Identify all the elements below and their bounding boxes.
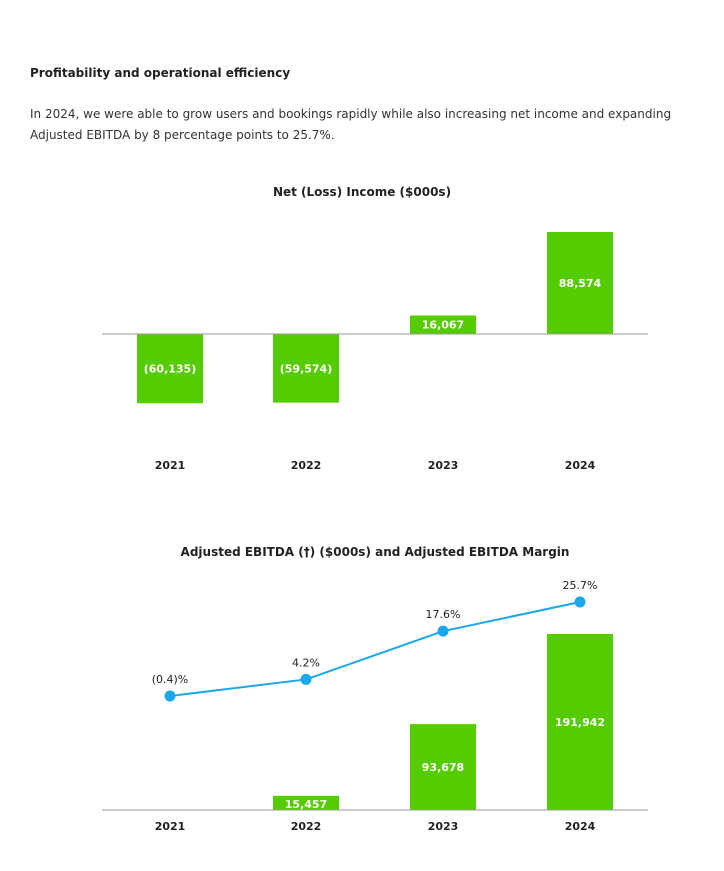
margin-point: [437, 625, 449, 637]
bar: [410, 315, 476, 334]
x-tick-label: 2022: [291, 459, 322, 472]
margin-line: [169, 601, 581, 697]
data-label: (60,135): [144, 363, 197, 376]
x-tick-label: 2023: [428, 820, 459, 833]
data-label: 93,678: [422, 761, 464, 774]
margin-label: 4.2%: [292, 656, 320, 669]
net-income-chart-svg: Net (Loss) Income ($000s) (60,135) (59,574…: [102, 185, 648, 472]
x-tick-label: 2023: [428, 459, 459, 472]
bar: [137, 334, 203, 404]
margin-point: [164, 690, 176, 702]
margin-label: 25.7%: [563, 579, 598, 592]
margin-label: 17.6%: [426, 608, 461, 621]
chart-title: Net (Loss) Income ($000s): [273, 185, 451, 199]
bar: [410, 724, 476, 810]
data-label: 16,067: [422, 319, 464, 332]
adjusted-ebitda-chart: Adjusted EBITDA (†) ($000s) and Adjusted…: [0, 530, 724, 850]
margin-label: (0.4)%: [152, 673, 189, 686]
margin-point: [574, 596, 586, 608]
data-label: 88,574: [559, 277, 602, 290]
bar: [273, 334, 339, 403]
bar: [547, 232, 613, 334]
data-label: 15,457: [285, 798, 327, 811]
margin-point: [300, 673, 312, 685]
x-tick-label: 2024: [565, 820, 596, 833]
data-label: (59,574): [280, 362, 333, 375]
section-heading: Profitability and operational efficiency: [30, 66, 291, 80]
chart-title: Adjusted EBITDA (†) ($000s) and Adjusted…: [181, 545, 570, 559]
bar: [273, 795, 339, 810]
net-income-chart: Net (Loss) Income ($000s) (60,135) (59,574…: [0, 170, 724, 490]
x-tick-label: 2021: [155, 459, 186, 472]
data-label: 191,942: [555, 716, 605, 729]
x-tick-label: 2024: [565, 459, 596, 472]
x-tick-label: 2021: [155, 820, 186, 833]
adjusted-ebitda-chart-svg: Adjusted EBITDA (†) ($000s) and Adjusted…: [102, 545, 648, 833]
intro-paragraph: In 2024, we were able to grow users and …: [30, 107, 672, 142]
x-tick-label: 2022: [291, 820, 322, 833]
bar: [547, 634, 613, 810]
